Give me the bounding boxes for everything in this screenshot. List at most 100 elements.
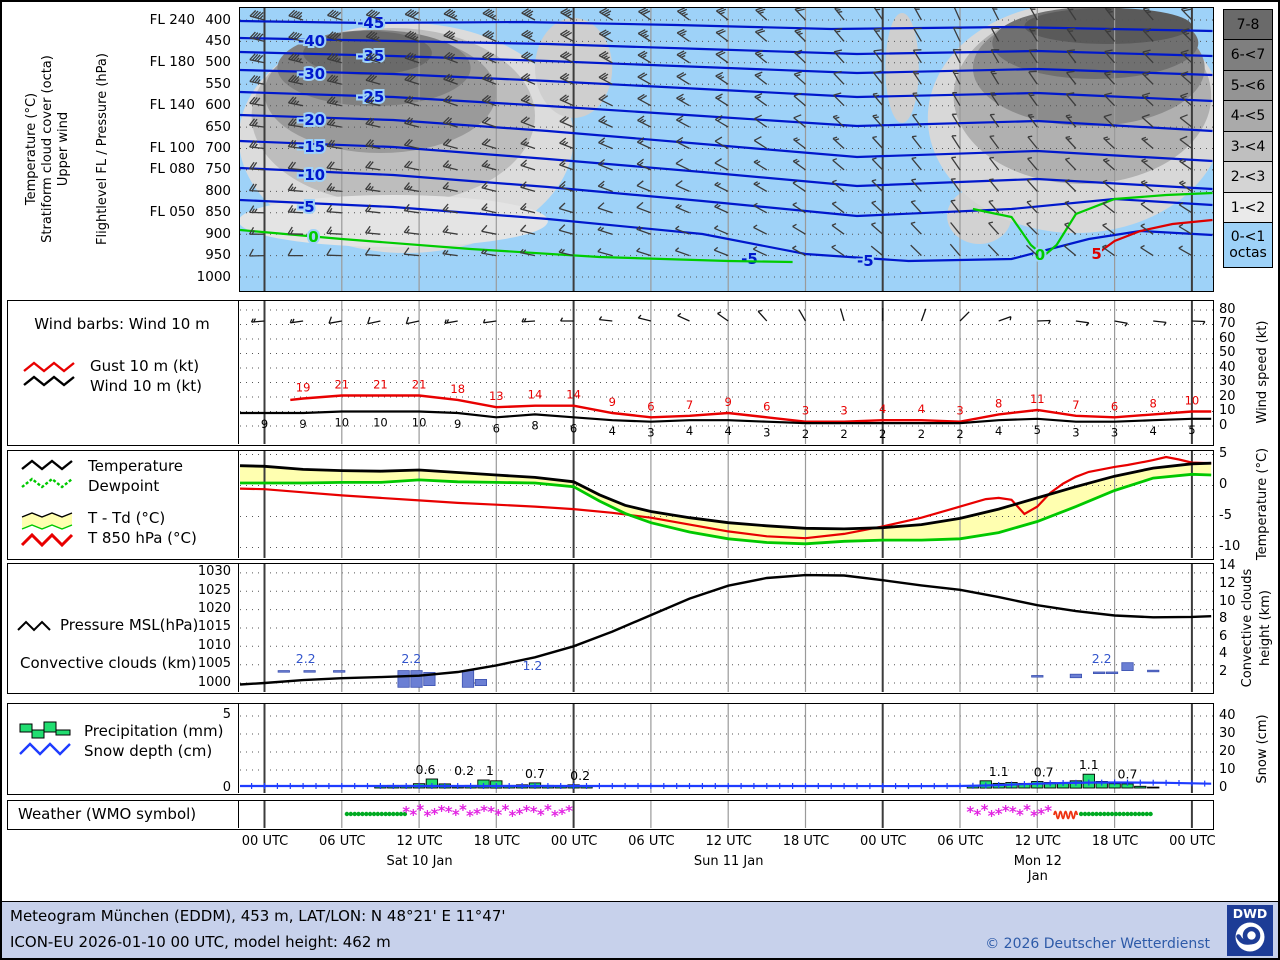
snow-axis-label: Snow (cm) bbox=[1255, 714, 1270, 784]
svg-text:0.2: 0.2 bbox=[454, 763, 474, 778]
svg-text:*: * bbox=[995, 805, 1003, 823]
pressure-level-tick: 750 bbox=[205, 161, 231, 178]
svg-text:2.2: 2.2 bbox=[401, 651, 421, 666]
svg-text:0.7: 0.7 bbox=[1118, 767, 1138, 782]
temperature-legend-label: Temperature bbox=[88, 457, 184, 475]
wind-speed-tick: 30 bbox=[1219, 374, 1236, 389]
svg-text:6: 6 bbox=[763, 399, 770, 413]
pressure-level-tick: 950 bbox=[205, 247, 231, 264]
pressure-legend-icon bbox=[17, 620, 51, 632]
svg-text:2: 2 bbox=[918, 427, 925, 441]
footer-bar: Meteogram München (EDDM), 453 m, LAT/LON… bbox=[2, 901, 1278, 958]
svg-text:*: * bbox=[1002, 802, 1010, 820]
flightlevel-tick: FL 050 bbox=[149, 204, 195, 221]
svg-text:*: * bbox=[494, 806, 502, 824]
copyright: © 2026 Deutscher Wetterdienst bbox=[985, 936, 1210, 952]
svg-text:7: 7 bbox=[686, 398, 693, 412]
precip-tick: 5 bbox=[222, 707, 231, 722]
svg-text:1.1: 1.1 bbox=[1079, 757, 1099, 772]
x-axis-tick-label: 00 UTC bbox=[860, 834, 907, 849]
temperature-tick: -10 bbox=[1219, 539, 1241, 554]
flightlevel-tick: FL 080 bbox=[149, 161, 195, 178]
dwd-logo-text: DWD bbox=[1233, 906, 1268, 921]
snow-tick: 10 bbox=[1219, 761, 1236, 777]
temp-dew-legend-icon bbox=[21, 459, 73, 489]
x-axis-day-label: Sat 10 Jan bbox=[386, 854, 453, 869]
svg-text:5: 5 bbox=[1034, 423, 1041, 437]
octas-cell: 4-<5 bbox=[1223, 100, 1273, 132]
svg-text:4: 4 bbox=[609, 424, 616, 438]
flightlevel-tick: FL 180 bbox=[149, 54, 195, 71]
pressure-legend-label: Pressure MSL(hPa) bbox=[60, 616, 199, 634]
svg-text:*: * bbox=[1016, 806, 1024, 824]
svg-text:8: 8 bbox=[1150, 396, 1157, 410]
svg-text:3: 3 bbox=[1072, 426, 1079, 440]
svg-text:3: 3 bbox=[802, 404, 809, 418]
svg-text:*: * bbox=[480, 802, 488, 820]
wind-legend-label: Wind 10 m (kt) bbox=[90, 377, 202, 395]
wind-speed-tick: 20 bbox=[1219, 388, 1236, 404]
svg-text:4: 4 bbox=[995, 424, 1002, 438]
svg-text:-5: -5 bbox=[857, 252, 874, 270]
svg-text:1.2: 1.2 bbox=[522, 658, 542, 673]
svg-text:*: * bbox=[501, 801, 509, 819]
svg-text:*: * bbox=[973, 806, 981, 824]
convective-clouds-legend-label: Convective clouds (km) bbox=[20, 654, 197, 672]
svg-text:*: * bbox=[1030, 807, 1038, 825]
pressure-level-tick: 550 bbox=[205, 75, 231, 92]
svg-text:*: * bbox=[423, 807, 431, 825]
svg-text:*: * bbox=[1037, 805, 1045, 823]
svg-text:6: 6 bbox=[647, 399, 654, 413]
svg-text:14: 14 bbox=[566, 388, 581, 402]
dwd-logo: DWD bbox=[1227, 905, 1273, 956]
x-axis-tick-label: 12 UTC bbox=[1014, 834, 1062, 849]
svg-text:*: * bbox=[516, 805, 524, 823]
svg-text:3: 3 bbox=[763, 426, 770, 440]
x-axis-tick-label: 06 UTC bbox=[937, 834, 984, 849]
octas-legend: 7-8 6-<7 5-<6 4-<5 3-<4 2-<3 1-<2 0-<1 octas bbox=[1223, 8, 1273, 268]
octas-cell: 6-<7 bbox=[1223, 39, 1273, 71]
svg-text:-35: -35 bbox=[357, 47, 384, 65]
svg-text:4: 4 bbox=[879, 402, 886, 416]
svg-text:*: * bbox=[537, 806, 545, 824]
svg-text:*: * bbox=[466, 807, 474, 825]
svg-text:7: 7 bbox=[1072, 398, 1079, 412]
wind-speed-tick: 0 bbox=[1219, 417, 1228, 433]
wind-plot: 19 21 21 21 18 13 14 14 9 6 7 9 6 3 3 4 4 3 8 11 7 6 8 10 9 9 10 10… bbox=[238, 301, 1213, 444]
pressure-tick: 1010 bbox=[197, 637, 231, 653]
svg-text:*: * bbox=[981, 801, 989, 819]
pressure-level-tick: 1000 bbox=[196, 268, 231, 285]
ttd-legend-label: T - Td (°C) bbox=[88, 509, 166, 527]
snow-tick: 20 bbox=[1219, 743, 1236, 759]
svg-text:9: 9 bbox=[299, 417, 306, 431]
svg-text:21: 21 bbox=[412, 378, 427, 392]
svg-text:*: * bbox=[558, 805, 566, 823]
svg-text:10: 10 bbox=[334, 416, 349, 430]
svg-text:14: 14 bbox=[528, 388, 543, 402]
temperature-tick: 5 bbox=[1219, 446, 1228, 461]
convective-height-tick: 4 bbox=[1219, 646, 1228, 662]
svg-text:-40: -40 bbox=[298, 32, 325, 50]
x-axis-tick-label: 06 UTC bbox=[319, 834, 366, 849]
svg-text:1: 1 bbox=[486, 763, 494, 778]
pressure-panel: Pressure MSL(hPa) Convective clouds (km)… bbox=[7, 563, 1214, 694]
t850-legend-label: T 850 hPa (°C) bbox=[88, 529, 197, 547]
pressure-level-tick: 850 bbox=[205, 204, 231, 221]
pressure-level-tick: 700 bbox=[205, 140, 231, 157]
pressure-plot: 2.2 2.2 1.2 2.2 bbox=[238, 564, 1213, 692]
svg-text:9: 9 bbox=[454, 417, 461, 431]
svg-text:*: * bbox=[431, 805, 439, 823]
svg-text:2: 2 bbox=[879, 427, 886, 441]
svg-text:*: * bbox=[438, 802, 446, 820]
x-axis-tick-label: 00 UTC bbox=[241, 834, 289, 849]
svg-text:8: 8 bbox=[995, 396, 1002, 410]
octas-cell: 0-<1 octas bbox=[1223, 222, 1273, 268]
x-axis-tick-label: 00 UTC bbox=[550, 834, 598, 849]
x-axis-tick-label: 12 UTC bbox=[705, 834, 752, 849]
pressure-level-tick: 900 bbox=[205, 225, 231, 242]
convective-height-tick: 10 bbox=[1219, 593, 1236, 609]
svg-text:2.2: 2.2 bbox=[296, 651, 316, 666]
wind-speed-tick: 10 bbox=[1219, 403, 1236, 418]
octas-cell: 2-<3 bbox=[1223, 161, 1273, 193]
svg-text:2: 2 bbox=[840, 427, 847, 441]
